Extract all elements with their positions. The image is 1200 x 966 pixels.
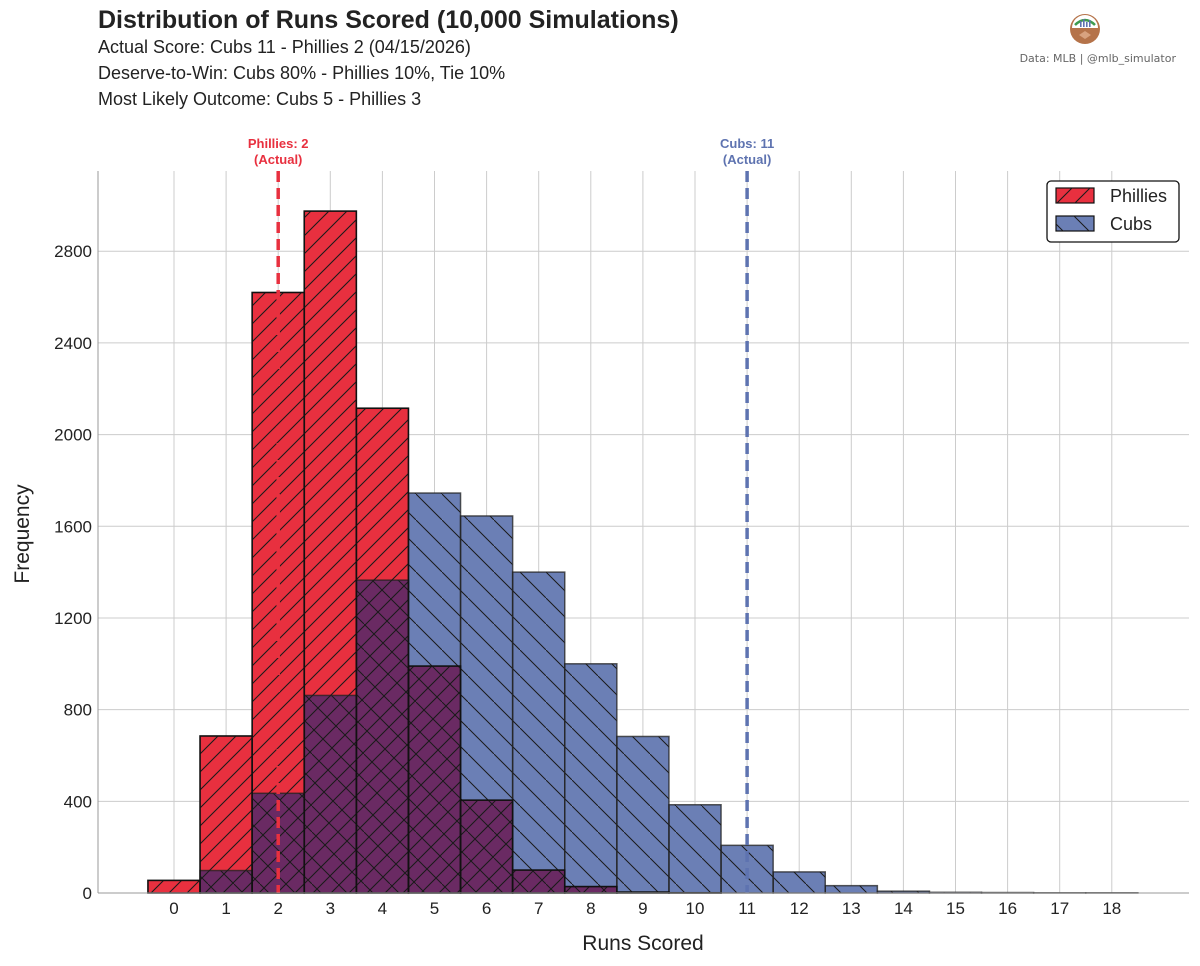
bar-cubs-outline (564, 663, 618, 894)
x-tick-label: 16 (998, 899, 1017, 918)
bar-cubs-outline (772, 871, 827, 894)
annotation-cubs-actual: (Actual) (723, 152, 771, 167)
y-tick-label: 2400 (54, 334, 92, 353)
x-tick-label: 14 (894, 899, 913, 918)
x-tick-label: 8 (586, 899, 595, 918)
y-tick-label: 0 (83, 884, 92, 903)
y-tick-label: 2800 (54, 242, 92, 261)
bar-cubs-outline (824, 884, 879, 894)
x-tick-label: 15 (946, 899, 965, 918)
bar-phillies-outline (407, 665, 462, 894)
deserve-to-win-subtitle: Deserve-to-Win: Cubs 80% - Phillies 10%,… (98, 63, 506, 83)
x-tick-label: 10 (686, 899, 705, 918)
legend-item-phillies: Phillies (1055, 186, 1167, 206)
x-tick-label: 6 (482, 899, 491, 918)
chart-title: Distribution of Runs Scored (10,000 Simu… (98, 6, 679, 34)
x-tick-label: 13 (842, 899, 861, 918)
bar-phillies-outline (147, 879, 201, 894)
legend-hatch-cubs (1056, 216, 1094, 231)
x-tick-label: 5 (430, 899, 439, 918)
x-tick-label: 7 (534, 899, 543, 918)
bar-phillies-outline (459, 799, 514, 894)
annotation-phillies-label: Phillies: 2 (248, 136, 309, 151)
bar-phillies-outline (303, 210, 358, 894)
x-tick-label: 9 (638, 899, 647, 918)
x-tick-label: 1 (221, 899, 230, 918)
legend: Phillies Cubs (1046, 180, 1180, 243)
y-axis-label: Frequency (11, 484, 34, 584)
actual-score-subtitle: Actual Score: Cubs 11 - Phillies 2 (04/1… (98, 37, 471, 57)
x-tick-label: 4 (378, 899, 387, 918)
actual-lines: Phillies: 2(Actual)Cubs: 11(Actual) (248, 136, 774, 893)
axes (97, 171, 1189, 894)
bar-phillies-outline (511, 869, 566, 894)
annotation-cubs-label: Cubs: 11 (720, 136, 774, 151)
bar-phillies-outline (355, 407, 410, 894)
tick-labels: 0 1 2 3 4 5 6 7 8 9 10 11 12 13 14 15 16 17 18040080012001… (54, 242, 1121, 918)
legend-hatch-phillies (1056, 188, 1094, 203)
annotation-phillies-actual: (Actual) (254, 152, 302, 167)
legend-item-cubs: Cubs (1055, 214, 1152, 234)
most-likely-outcome-subtitle: Most Likely Outcome: Cubs 5 - Phillies 3 (98, 89, 422, 109)
y-tick-label: 400 (64, 792, 92, 811)
bar-phillies-outline (199, 735, 253, 894)
bar-phillies-outline (563, 885, 618, 894)
data-credit: Data: MLB | @mlb_simulator (1019, 52, 1176, 65)
legend-label-phillies: Phillies (1110, 186, 1167, 206)
bar-cubs-outline (616, 735, 670, 894)
x-tick-label: 12 (790, 899, 809, 918)
legend-label-cubs: Cubs (1110, 214, 1152, 234)
y-tick-label: 800 (64, 701, 92, 720)
x-tick-label: 18 (1102, 899, 1121, 918)
bars (147, 210, 1139, 894)
x-tick-label: 2 (273, 899, 282, 918)
x-tick-label: 17 (1050, 899, 1069, 918)
y-tick-label: 1200 (54, 609, 92, 628)
x-tick-label: 3 (326, 899, 335, 918)
y-tick-label: 1600 (54, 517, 92, 536)
bar-cubs-outline (511, 571, 566, 894)
x-tick-label: 0 (169, 899, 178, 918)
bar-cubs-outline (668, 804, 722, 894)
x-axis-label: Runs Scored (582, 932, 703, 955)
y-tick-label: 2000 (54, 426, 92, 445)
baseball-logo-icon (1070, 14, 1100, 44)
x-tick-label: 11 (738, 899, 756, 918)
